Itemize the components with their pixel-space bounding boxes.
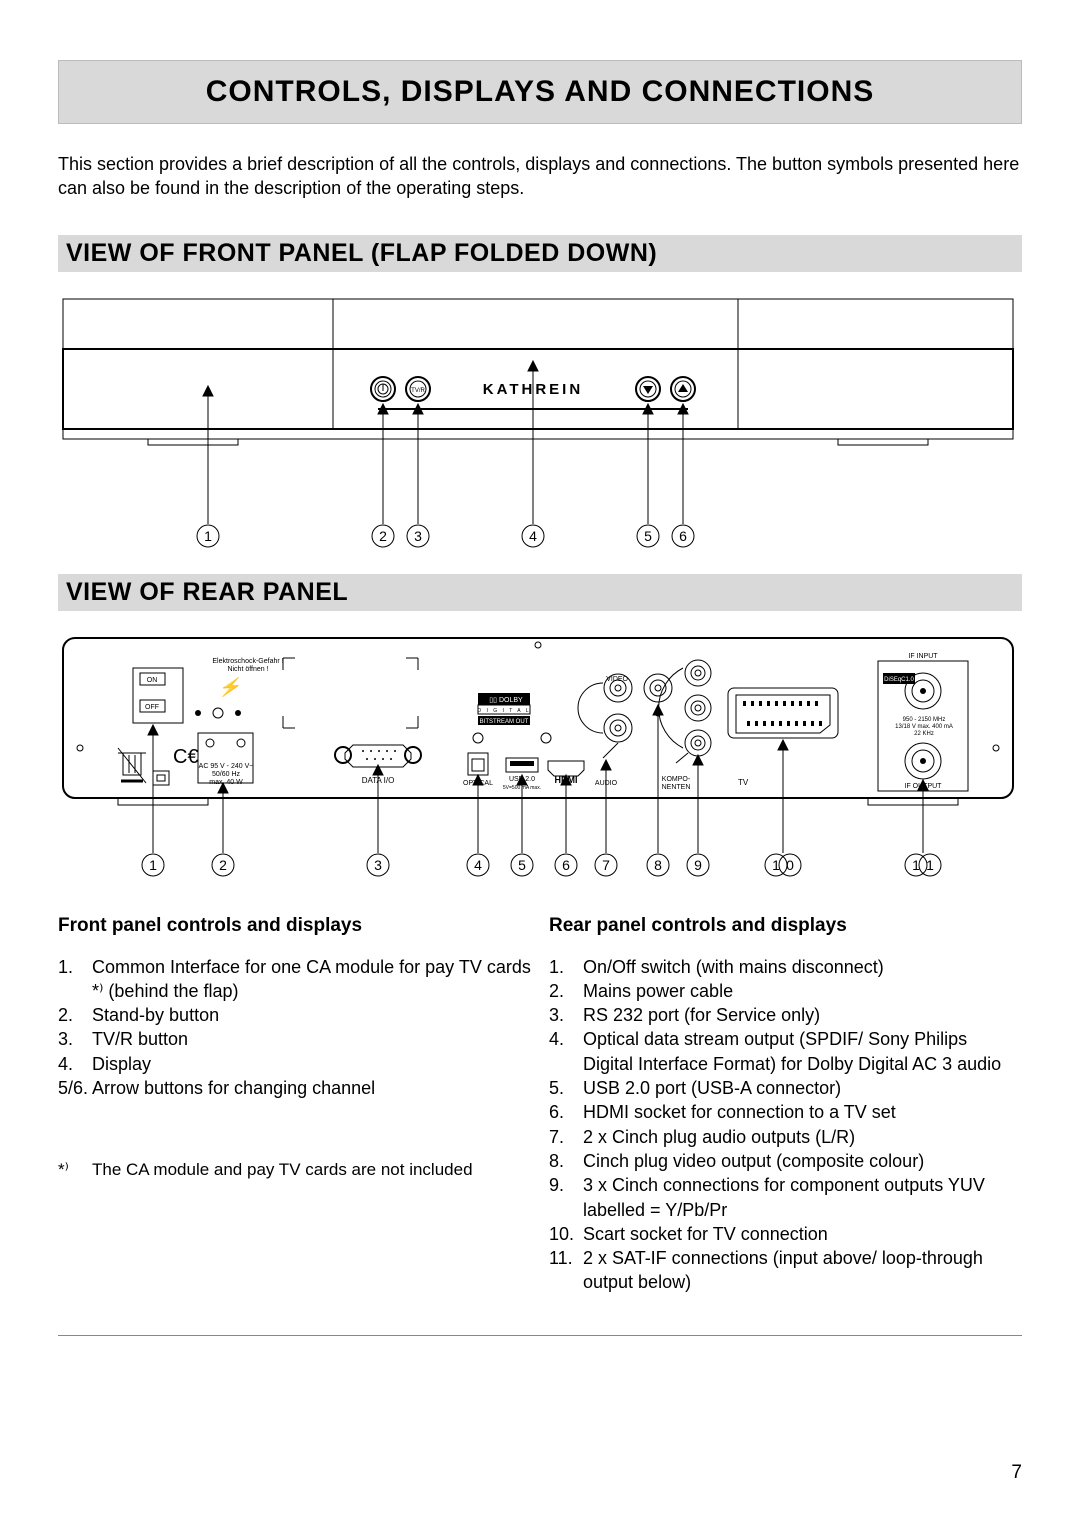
svg-text:max. 40 W: max. 40 W	[209, 779, 243, 786]
list-item: 2.Mains power cable	[549, 979, 1022, 1003]
front-list: 1.Common Interface for one CA module for…	[58, 955, 531, 1101]
svg-text:50/60 Hz: 50/60 Hz	[212, 771, 241, 778]
svg-text:KOMPO-: KOMPO-	[662, 776, 691, 783]
rear-controls-column: Rear panel controls and displays 1.On/Of…	[549, 915, 1022, 1295]
page-number: 7	[1011, 1462, 1022, 1484]
svg-text:BITSTREAM OUT: BITSTREAM OUT	[480, 719, 529, 725]
svg-text:1: 1	[149, 857, 157, 873]
tvr-button-icon: TV/R	[406, 377, 430, 401]
svg-text:2: 2	[219, 857, 227, 873]
list-item: 1.On/Off switch (with mains disconnect)	[549, 955, 1022, 979]
svg-text:VIDEO: VIDEO	[606, 676, 628, 683]
svg-text:C€: C€	[173, 746, 199, 768]
svg-text:6: 6	[679, 528, 687, 544]
list-item: 3.TV/R button	[58, 1027, 531, 1051]
svg-text:TV: TV	[738, 778, 749, 787]
svg-text:4: 4	[529, 528, 537, 544]
svg-text:3: 3	[374, 857, 382, 873]
list-item: 5.USB 2.0 port (USB-A connector)	[549, 1076, 1022, 1100]
rear-panel-heading: VIEW OF REAR PANEL	[58, 574, 1022, 611]
svg-text:OFF: OFF	[145, 704, 159, 711]
list-item: 4.Optical data stream output (SPDIF/ Son…	[549, 1027, 1022, 1076]
svg-text:9: 9	[694, 857, 702, 873]
list-item: 7.2 x Cinch plug audio outputs (L/R)	[549, 1125, 1022, 1149]
list-item: 5/6.Arrow buttons for changing channel	[58, 1076, 531, 1100]
front-panel-diagram: TV/R KATHREIN 1 2 3 4 5 6	[58, 294, 1022, 564]
up-button-icon	[671, 377, 695, 401]
svg-text:3: 3	[414, 528, 422, 544]
svg-text:D I G I T A L: D I G I T A L	[477, 708, 530, 714]
page-title-banner: CONTROLS, DISPLAYS AND CONNECTIONS	[58, 60, 1022, 124]
svg-text:IF INPUT: IF INPUT	[908, 653, 938, 660]
audio-cinch	[578, 674, 632, 758]
rear-list: 1.On/Off switch (with mains disconnect)2…	[549, 955, 1022, 1295]
list-item: 9.3 x Cinch connections for component ou…	[549, 1173, 1022, 1222]
footer-rule	[58, 1335, 1022, 1336]
list-item: 6.HDMI socket for connection to a TV set	[549, 1100, 1022, 1124]
rear-list-heading: Rear panel controls and displays	[549, 915, 1022, 937]
front-list-heading: Front panel controls and displays	[58, 915, 531, 937]
svg-text:DiSEqC1.0: DiSEqC1.0	[884, 677, 914, 683]
list-item: 8.Cinch plug video output (composite col…	[549, 1149, 1022, 1173]
list-item: 11.2 x SAT-IF connections (input above/ …	[549, 1246, 1022, 1295]
list-item: 1.Common Interface for one CA module for…	[58, 955, 531, 1004]
svg-text:8: 8	[654, 857, 662, 873]
list-item: 4.Display	[58, 1052, 531, 1076]
svg-text:Elektroschock-Gefahr !: Elektroschock-Gefahr !	[212, 658, 283, 665]
svg-text:1: 1	[204, 528, 212, 544]
front-panel-heading: VIEW OF FRONT PANEL (FLAP FOLDED DOWN)	[58, 235, 1022, 272]
down-button-icon	[636, 377, 660, 401]
power-button-icon	[371, 377, 395, 401]
svg-text:1: 1	[926, 857, 934, 873]
footnote: *⁾ The CA module and pay TV cards are no…	[58, 1160, 531, 1180]
svg-text:AC 95 V - 240 V~: AC 95 V - 240 V~	[199, 763, 254, 770]
intro-text: This section provides a brief descriptio…	[58, 152, 1022, 201]
svg-text:5: 5	[644, 528, 652, 544]
svg-text:⚡: ⚡	[218, 676, 242, 698]
svg-text:5: 5	[518, 857, 526, 873]
svg-text:6: 6	[562, 857, 570, 873]
svg-text:7: 7	[602, 857, 610, 873]
front-controls-column: Front panel controls and displays 1.Comm…	[58, 915, 531, 1295]
svg-text:0: 0	[786, 857, 794, 873]
svg-text:TV/R: TV/R	[411, 388, 425, 394]
svg-text:13/18 V max. 400 mA: 13/18 V max. 400 mA	[895, 724, 953, 730]
svg-text:▯▯ DOLBY: ▯▯ DOLBY	[489, 697, 523, 704]
svg-text:ON: ON	[147, 677, 158, 684]
svg-text:4: 4	[474, 857, 482, 873]
list-item: 3.RS 232 port (for Service only)	[549, 1003, 1022, 1027]
svg-text:22 KHz: 22 KHz	[914, 731, 934, 737]
svg-text:Nicht öffnen !: Nicht öffnen !	[227, 666, 268, 673]
list-item: 10.Scart socket for TV connection	[549, 1222, 1022, 1246]
svg-text:950 - 2150 MHz: 950 - 2150 MHz	[903, 717, 946, 723]
list-item: 2.Stand-by button	[58, 1003, 531, 1027]
svg-text:2: 2	[379, 528, 387, 544]
rear-panel-diagram: ON OFF Elektroschock-Gefahr ! Nicht öffn…	[58, 633, 1022, 893]
svg-text:NENTEN: NENTEN	[662, 784, 691, 791]
